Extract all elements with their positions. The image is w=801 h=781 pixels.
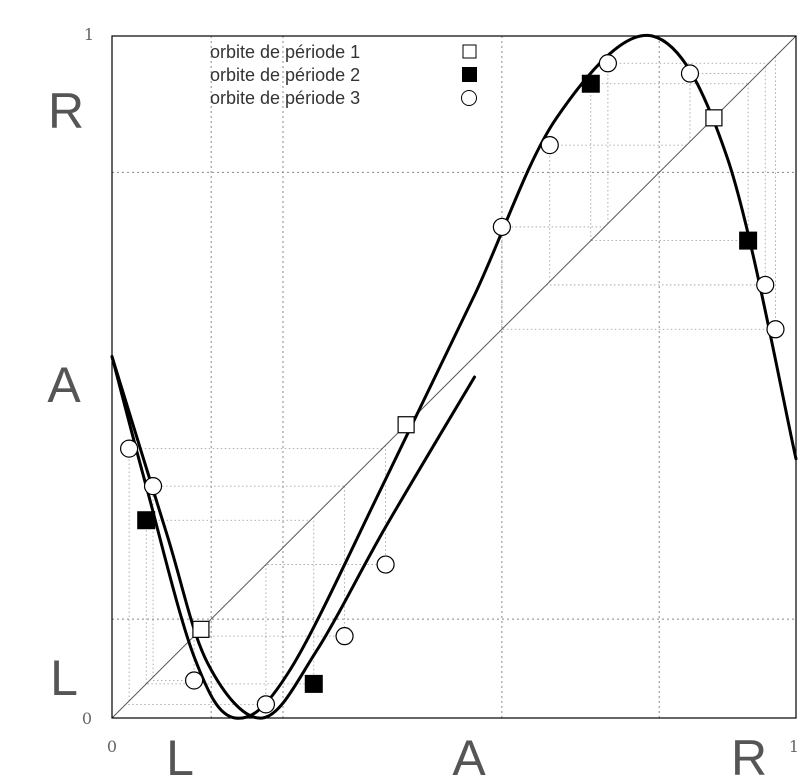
x-region-label-a: A bbox=[452, 730, 486, 781]
legend-label-period-1: orbite de période 1 bbox=[210, 42, 360, 62]
orbit-period-3-point-0 bbox=[120, 439, 139, 458]
orbit-period-2-point-0 bbox=[137, 511, 156, 530]
legend: orbite de période 1 orbite de période 2 … bbox=[210, 42, 477, 108]
orbit-period-3-point-11 bbox=[766, 320, 785, 339]
y-region-label-l: L bbox=[50, 650, 78, 706]
plot-frame bbox=[111, 35, 797, 719]
orbit-markers bbox=[120, 54, 785, 714]
cobweb-line-s2-p3 bbox=[125, 564, 267, 705]
orbit-period-1-point-0 bbox=[192, 620, 210, 638]
orbit-period-3-point-3 bbox=[256, 695, 275, 714]
x-region-label-l: L bbox=[166, 730, 194, 781]
x-region-label-r: R bbox=[731, 730, 767, 781]
legend-marker-period-1 bbox=[462, 44, 477, 59]
orbit-period-3-point-10 bbox=[756, 275, 775, 295]
y-tick-label-0: 0 bbox=[82, 709, 92, 728]
orbit-period-3-point-7 bbox=[540, 136, 559, 155]
identity-diagonal bbox=[111, 35, 797, 719]
orbit-period-2-point-1 bbox=[304, 674, 323, 693]
legend-marker-period-3 bbox=[461, 90, 477, 106]
y-region-label-a: A bbox=[47, 357, 81, 413]
y-tick-label-1: 1 bbox=[84, 25, 94, 44]
grid-lines bbox=[112, 36, 796, 718]
orbit-period-1-point-1 bbox=[397, 416, 415, 434]
map-curve-0 bbox=[110, 33, 798, 720]
orbit-period-3-point-4 bbox=[335, 627, 354, 646]
orbit-period-3-point-6 bbox=[492, 217, 511, 237]
legend-marker-period-2 bbox=[462, 67, 477, 82]
x-tick-label-0: 0 bbox=[107, 737, 117, 756]
orbit-period-2-point-2 bbox=[581, 74, 600, 93]
orbit-period-2-point-3 bbox=[739, 231, 758, 250]
orbit-period-3-point-9 bbox=[680, 64, 700, 83]
cobweb-line-s2-p10 bbox=[546, 66, 766, 286]
orbit-period-3-point-2 bbox=[184, 671, 204, 690]
orbit-period-3-point-5 bbox=[376, 555, 395, 574]
x-tick-label-1: 1 bbox=[789, 737, 799, 756]
orbit-period-3-point-1 bbox=[143, 477, 163, 496]
legend-label-period-3: orbite de période 3 bbox=[210, 88, 360, 108]
y-region-label-r: R bbox=[48, 83, 84, 139]
orbit-period-1-point-2 bbox=[705, 109, 723, 127]
orbit-period-3-point-8 bbox=[598, 54, 618, 73]
legend-label-period-2: orbite de période 2 bbox=[210, 65, 360, 85]
cobweb-line-s1-p0 bbox=[145, 519, 311, 684]
